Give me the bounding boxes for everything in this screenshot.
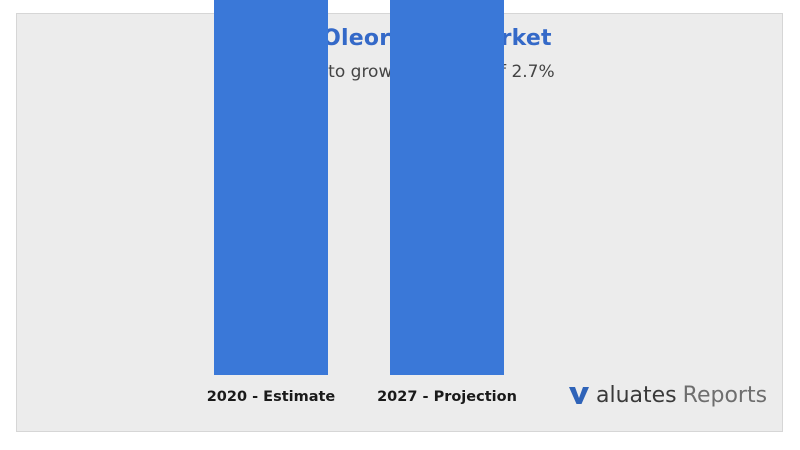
bar-1 bbox=[214, 0, 328, 375]
brand-word-a: aluates bbox=[596, 382, 677, 408]
brand-word-b: Reports bbox=[682, 382, 768, 408]
category-label-2: 2027 - Projection bbox=[377, 389, 517, 405]
brand-logo: aluates Reports bbox=[568, 378, 767, 412]
category-label-1: 2020 - Estimate bbox=[207, 389, 336, 405]
v-logo-icon bbox=[569, 387, 589, 404]
bar-2 bbox=[390, 0, 504, 375]
